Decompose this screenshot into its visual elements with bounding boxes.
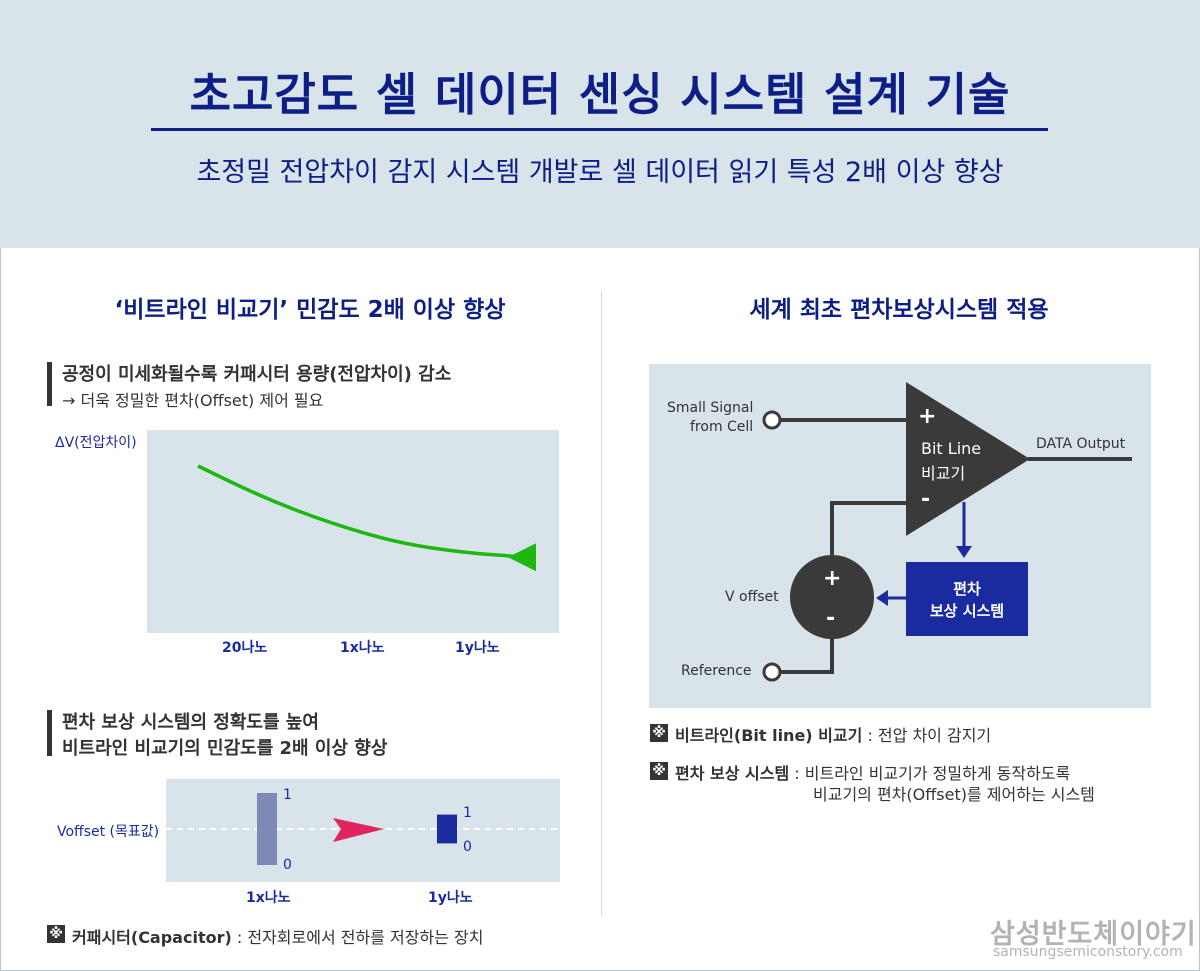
offset-arrow-head <box>876 590 888 606</box>
input-label-1: Small Signal <box>667 400 754 416</box>
block2-line2: 비트라인 비교기의 민감도를 2배 이상 향상 <box>62 738 388 759</box>
capacitor-note-desc: : 전자회로에서 전하를 저장하는 장치 <box>231 928 484 947</box>
brand-url: samsungsemiconstory.com <box>993 944 1183 960</box>
comparator-plus: + <box>918 404 937 429</box>
compensation-note: 편차 보상 시스템 : 비트라인 비교기가 정밀하게 동작하도록 <box>675 760 1070 784</box>
left-section-title: ‘비트라인 비교기’ 민감도 2배 이상 향상 <box>114 297 506 323</box>
compensation-label-2: 보상 시스템 <box>929 602 1005 620</box>
comparator-triangle <box>906 382 1030 536</box>
bar-1x-top: 1 <box>283 787 292 803</box>
comparator-label-1: Bit Line <box>921 439 982 458</box>
header-banner <box>0 0 1200 248</box>
title-underline <box>151 128 1048 131</box>
offset-chart-label: Voffset (목표값) <box>57 824 160 840</box>
bar-1y-bottom: 0 <box>463 839 472 855</box>
reference-wire <box>780 638 834 674</box>
line-chart-series <box>197 464 537 572</box>
note-mark-icon: ※ <box>650 762 668 780</box>
offset-tick-1x: 1x나노 <box>246 890 291 906</box>
summing-circle <box>790 555 874 639</box>
input-terminal <box>762 410 782 430</box>
bitline-note-desc: : 전압 차이 감지기 <box>862 726 992 745</box>
compensation-note-desc-2: 비교기의 편차(Offset)를 제어하는 시스템 <box>813 785 1095 804</box>
line-chart-tick-1: 1x나노 <box>340 640 385 656</box>
reference-terminal <box>762 662 782 682</box>
input-label-2: from Cell <box>690 419 754 435</box>
line-chart-tick-2: 1y나노 <box>455 640 500 656</box>
capacitor-note: 커패시터(Capacitor) : 전자회로에서 전하를 저장하는 장치 <box>72 924 483 948</box>
bitline-note: 비트라인(Bit line) 비교기 : 전압 차이 감지기 <box>675 722 991 746</box>
line-chart-ylabel: ΔV(전압차이) <box>55 435 137 451</box>
line-chart-tick-0: 20나노 <box>222 640 268 656</box>
reference-label: Reference <box>681 663 752 679</box>
comparator-minus: - <box>921 487 931 512</box>
page-subtitle: 초정밀 전압차이 감지 시스템 개발로 셀 데이터 읽기 특성 2배 이상 향상 <box>196 157 1004 188</box>
offset-bar-1y <box>437 814 457 844</box>
capacitor-note-term: 커패시터(Capacitor) <box>72 928 232 947</box>
block1-heading: 공정이 미세화될수록 커패시터 용량(전압차이) 감소 <box>62 364 452 385</box>
note-mark-icon: ※ <box>47 925 65 943</box>
offset-bar-1x <box>257 793 277 865</box>
block2-line1: 편차 보상 시스템의 정확도를 높여 <box>62 712 319 733</box>
output-label: DATA Output <box>1036 436 1126 452</box>
block2-bar <box>47 710 52 756</box>
right-section-title: 세계 최초 편차보상시스템 적용 <box>749 297 1049 323</box>
circle-plus: + <box>823 566 842 591</box>
block1-sub: → 더욱 정밀한 편차(Offset) 제어 필요 <box>62 391 324 410</box>
compensation-label-1: 편차 <box>953 580 981 598</box>
offset-tick-1y: 1y나노 <box>428 890 473 906</box>
bar-1x-bottom: 0 <box>283 857 292 873</box>
compensation-box <box>906 562 1028 636</box>
bitline-note-term: 비트라인(Bit line) 비교기 <box>675 726 863 745</box>
column-divider <box>601 291 602 916</box>
note-mark-icon: ※ <box>650 724 668 742</box>
bar-1y-top: 1 <box>463 805 472 821</box>
compensation-note-desc: : 비트라인 비교기가 정밀하게 동작하도록 <box>789 764 1071 783</box>
control-arrow-head <box>956 546 972 558</box>
block1-bar <box>47 362 52 406</box>
circle-minus: - <box>826 606 836 631</box>
page-title: 초고감도 셀 데이터 센싱 시스템 설계 기술 <box>189 68 1011 121</box>
feedback-wire <box>830 501 906 555</box>
brand-logo: 삼성반도체이야기 <box>990 919 1197 950</box>
voffset-label: V offset <box>725 589 779 605</box>
comparator-label-2: 비교기 <box>921 464 966 483</box>
improve-arrow-icon <box>333 818 384 842</box>
compensation-note-term: 편차 보상 시스템 <box>675 764 790 783</box>
